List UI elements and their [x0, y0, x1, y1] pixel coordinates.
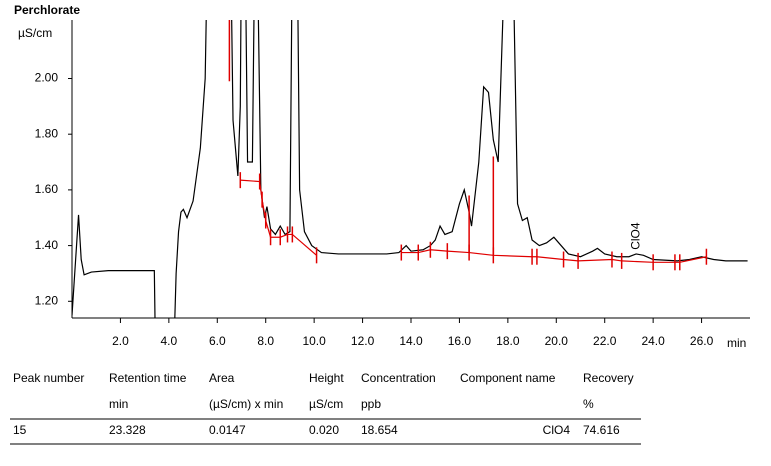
y-axis-label: µS/cm: [18, 26, 52, 40]
table-header: Component name: [460, 371, 556, 385]
table-unit: µS/cm: [309, 397, 343, 411]
table-cell: 15: [13, 423, 27, 437]
table-cell: 74.616: [583, 423, 620, 437]
x-tick-label: 8.0: [257, 334, 274, 348]
table-header: Area: [209, 371, 235, 385]
x-tick-label: 10.0: [302, 334, 326, 348]
table-unit: %: [583, 397, 594, 411]
y-tick-label: 1.60: [35, 182, 59, 196]
y-tick-label: 1.80: [35, 126, 59, 140]
table-header: Concentration: [361, 371, 436, 385]
table-cell: ClO4: [543, 423, 571, 437]
plot-area: [72, 20, 748, 318]
table-header: Retention time: [109, 371, 187, 385]
table-unit: min: [109, 397, 128, 411]
table-cell: 18.654: [361, 423, 398, 437]
table-cell: 0.020: [309, 423, 339, 437]
x-tick-label: 22.0: [593, 334, 617, 348]
chart-title: Perchlorate: [14, 3, 80, 17]
x-tick-label: 16.0: [448, 334, 472, 348]
x-tick-label: 2.0: [112, 334, 129, 348]
x-axis-label: min: [727, 336, 746, 350]
x-tick-label: 24.0: [641, 334, 665, 348]
table-header: Recovery: [583, 371, 634, 385]
x-tick-label: 12.0: [351, 334, 375, 348]
x-tick-label: 20.0: [545, 334, 569, 348]
y-tick-label: 1.40: [35, 238, 59, 252]
table-cell: 23.328: [109, 423, 146, 437]
table-cell: 0.0147: [209, 423, 246, 437]
table-header: Height: [309, 371, 344, 385]
table-header: Peak number: [13, 371, 84, 385]
table-unit: (µS/cm) x min: [209, 397, 283, 411]
table-unit: ppb: [361, 397, 381, 411]
y-tick-label: 2.00: [35, 71, 59, 85]
trace: [72, 20, 748, 318]
x-tick-label: 26.0: [690, 334, 714, 348]
x-tick-label: 14.0: [399, 334, 423, 348]
x-tick-label: 18.0: [496, 334, 520, 348]
x-tick-label: 6.0: [209, 334, 226, 348]
annotation: ClO4: [628, 222, 642, 250]
y-tick-label: 1.20: [35, 293, 59, 307]
x-tick-label: 4.0: [161, 334, 178, 348]
